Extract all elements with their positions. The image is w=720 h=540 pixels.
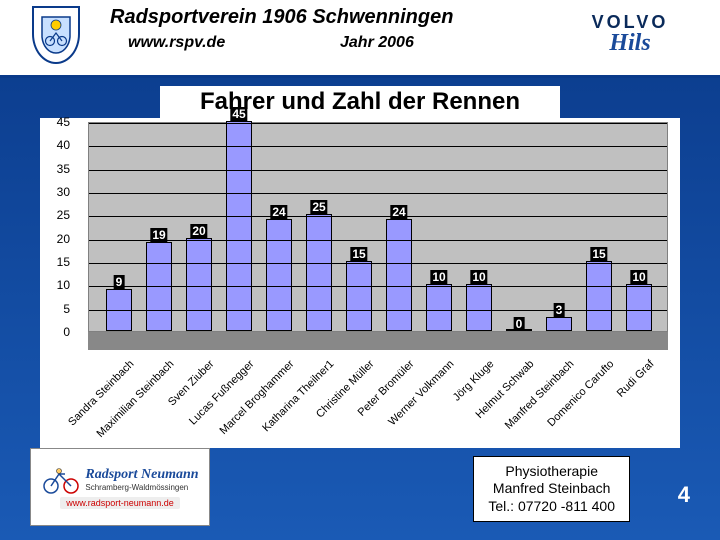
physio-l3: Tel.: 07720 -811 400 (488, 498, 615, 516)
gridline (89, 263, 667, 264)
bar-value-label: 45 (230, 107, 247, 121)
gridline (89, 170, 667, 171)
header: Radsportverein 1906 Schwenningen www.rsp… (0, 0, 720, 78)
plot: 9192045242515241010031510 (88, 122, 668, 332)
bike-icon (41, 466, 81, 494)
sponsor-logo: VOLVO Hils (570, 6, 690, 60)
gridline (89, 310, 667, 311)
bar-value-label: 0 (514, 317, 525, 331)
gridline (89, 240, 667, 241)
page-number: 4 (678, 482, 690, 508)
ytick-label: 40 (40, 138, 70, 152)
bar (266, 219, 292, 331)
sponsor2-url: www.radsport-neumann.de (60, 497, 180, 509)
bar-value-label: 25 (310, 200, 327, 214)
slide: Radsportverein 1906 Schwenningen www.rsp… (0, 0, 720, 540)
bar-value-label: 10 (630, 270, 647, 284)
gridline (89, 146, 667, 147)
bar-value-label: 20 (190, 224, 207, 238)
bar-value-label: 15 (350, 247, 367, 261)
physio-l1: Physiotherapie (488, 463, 615, 481)
bar-value-label: 10 (470, 270, 487, 284)
bar (586, 261, 612, 331)
ytick-label: 0 (40, 325, 70, 339)
bar (346, 261, 372, 331)
sponsor2-sub: Schramberg-Waldmössingen (85, 483, 198, 492)
physio-l2: Manfred Steinbach (488, 480, 615, 498)
club-url: www.rspv.de (128, 34, 225, 52)
bar-value-label: 10 (430, 270, 447, 284)
xlabels: Sandra SteinbachMaximilian SteinbachSven… (88, 352, 668, 442)
physio-box: Physiotherapie Manfred Steinbach Tel.: 0… (473, 456, 630, 523)
gridline (89, 193, 667, 194)
year-label: Jahr 2006 (340, 34, 414, 52)
sponsor2-name: Radsport Neumann (85, 467, 198, 483)
bar (546, 317, 572, 331)
bar (426, 284, 452, 331)
bar (386, 219, 412, 331)
bar (226, 121, 252, 331)
ytick-label: 25 (40, 208, 70, 222)
chart-area: 9192045242515241010031510 05101520253035… (40, 118, 680, 448)
ytick-label: 10 (40, 278, 70, 292)
gridline (89, 286, 667, 287)
ytick-label: 35 (40, 162, 70, 176)
bar (626, 284, 652, 331)
ytick-label: 15 (40, 255, 70, 269)
footer-sponsor-box: Radsport Neumann Schramberg-Waldmössinge… (30, 448, 210, 526)
axis-floor (88, 332, 668, 350)
bar (306, 214, 332, 331)
club-logo (32, 6, 80, 64)
gridline (89, 123, 667, 124)
ytick-label: 45 (40, 115, 70, 129)
bar (466, 284, 492, 331)
ytick-label: 5 (40, 302, 70, 316)
club-title: Radsportverein 1906 Schwenningen (110, 6, 453, 29)
gridline (89, 216, 667, 217)
bar (186, 238, 212, 331)
ytick-label: 30 (40, 185, 70, 199)
chart-title: Fahrer und Zahl der Rennen (160, 86, 560, 118)
club-shield-icon (40, 15, 72, 55)
ytick-label: 20 (40, 232, 70, 246)
bars-container: 9192045242515241010031510 (89, 123, 667, 331)
sponsor-bottom: Hils (609, 33, 650, 55)
xlabel: Rudi Graf (570, 358, 656, 444)
bar-value-label: 15 (590, 247, 607, 261)
